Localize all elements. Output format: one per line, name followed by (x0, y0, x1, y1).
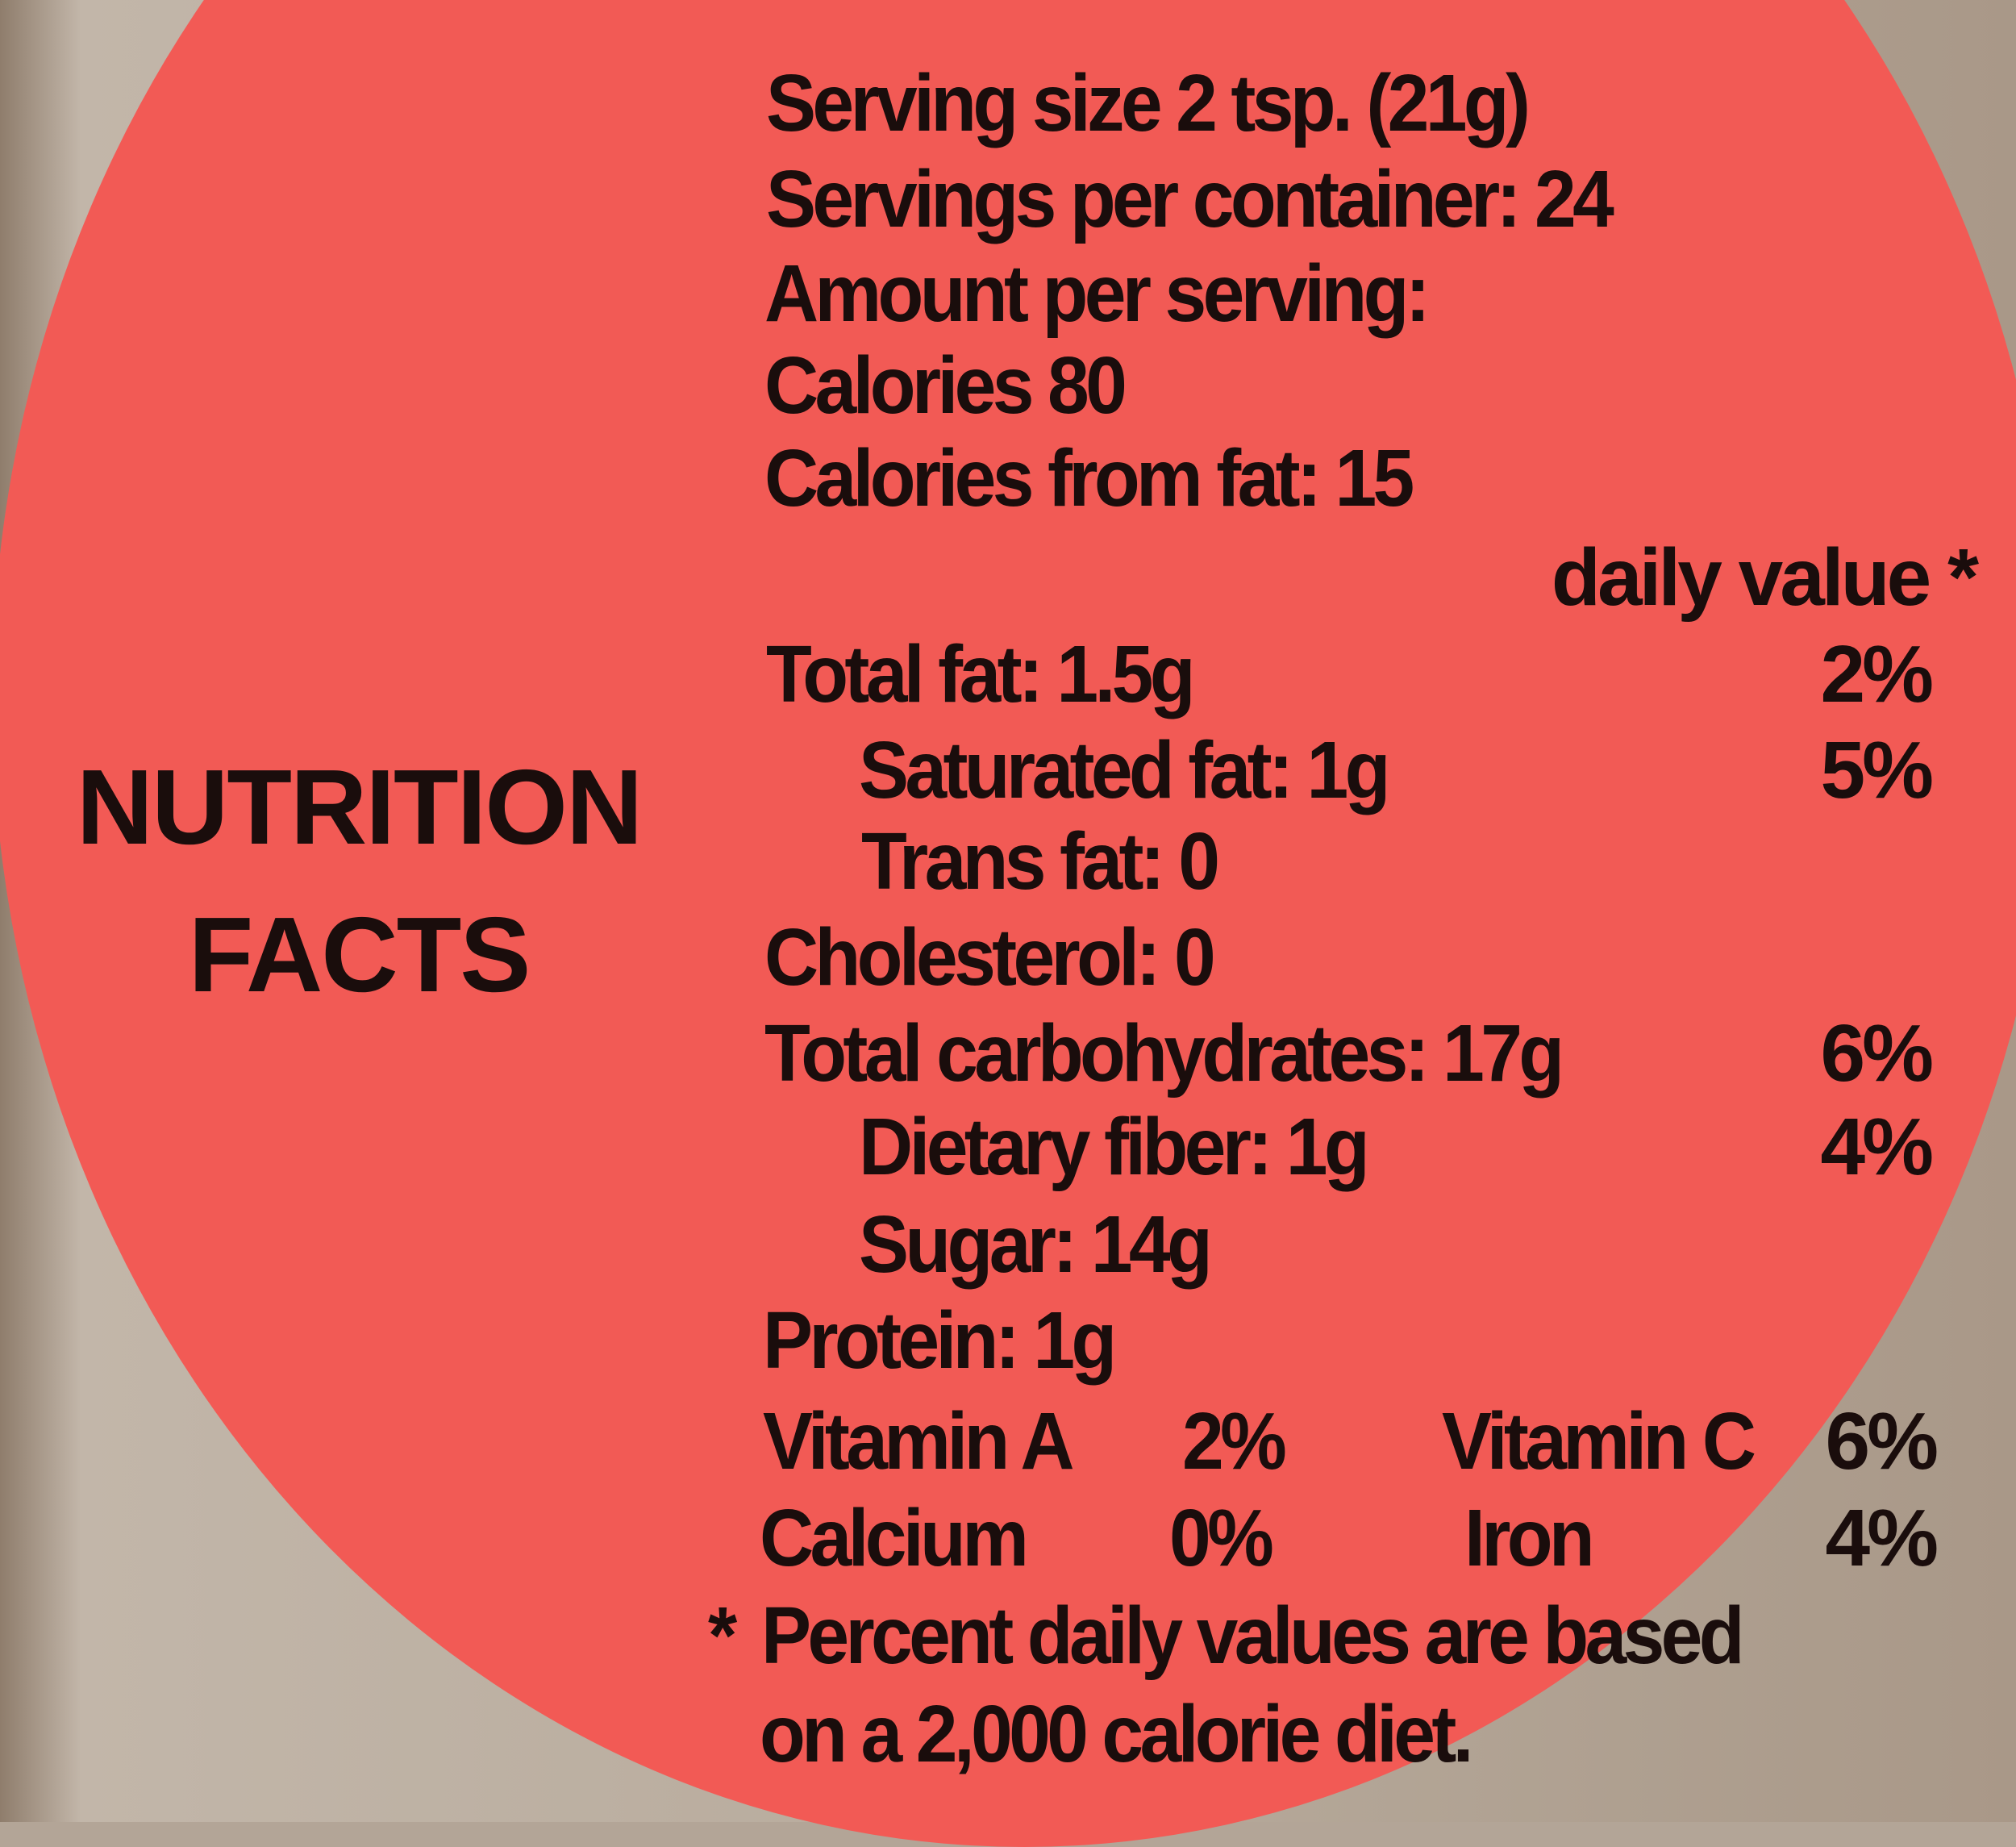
title-nutrition: NUTRITION (76, 748, 644, 866)
dv-total-fat: 2% (1820, 629, 1934, 719)
footnote-line-1: Percent daily values are based (761, 1591, 1745, 1681)
nutrient-dietary-fiber: Dietary fiber: 1g (859, 1102, 1370, 1192)
calories: Calories 80 (764, 340, 1127, 431)
vitamin-a-value: 2% (1182, 1396, 1287, 1486)
dv-dietary-fiber: 4% (1820, 1102, 1934, 1192)
iron-label: Iron (1464, 1493, 1595, 1583)
dv-total-carbohydrates: 6% (1820, 1008, 1934, 1099)
footnote-line-2: on a 2,000 calorie diet. (760, 1689, 1473, 1779)
daily-value-header: daily value * (1551, 532, 1979, 623)
amount-per-serving: Amount per serving: (764, 248, 1431, 339)
serving-size: Serving size 2 tsp. (21g) (766, 58, 1531, 148)
title-facts: FACTS (188, 895, 531, 1014)
calcium-value: 0% (1169, 1493, 1274, 1583)
nutrient-total-carbohydrates: Total carbohydrates: 17g (764, 1008, 1564, 1099)
iron-value: 4% (1825, 1493, 1939, 1583)
vitamin-a-label: Vitamin A (763, 1396, 1075, 1486)
calories-from-fat: Calories from fat: 15 (764, 433, 1414, 523)
vitamin-c-value: 6% (1825, 1396, 1939, 1486)
nutrient-total-fat: Total fat: 1.5g (766, 629, 1196, 719)
dv-saturated-fat: 5% (1820, 725, 1934, 815)
nutrient-protein: Protein: 1g (763, 1295, 1117, 1386)
nutrient-saturated-fat: Saturated fat: 1g (859, 725, 1390, 815)
nutrient-sugar: Sugar: 14g (859, 1199, 1213, 1290)
nutrient-trans-fat: Trans fat: 0 (861, 816, 1220, 907)
servings-per-container: Servings per container: 24 (766, 154, 1614, 244)
nutrient-cholesterol: Cholesterol: 0 (764, 912, 1216, 1003)
calcium-label: Calcium (760, 1493, 1029, 1583)
vitamin-c-label: Vitamin C (1442, 1396, 1756, 1486)
footnote-star: * (708, 1591, 737, 1681)
